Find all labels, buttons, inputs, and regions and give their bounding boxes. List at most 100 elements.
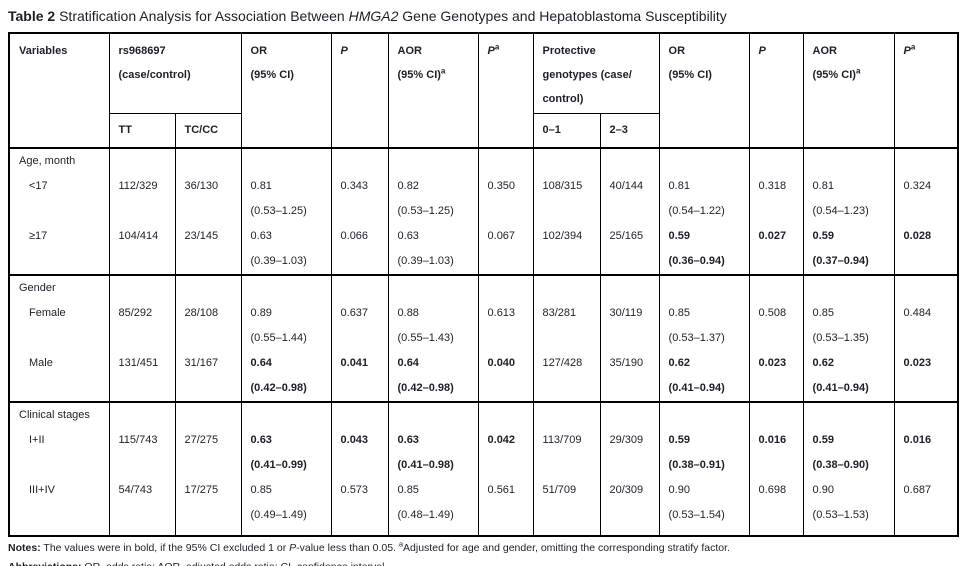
value-line: 0.64	[250, 357, 272, 369]
value-cell: 0.324	[893, 174, 959, 224]
value-line: (0.55–1.44)	[250, 332, 307, 344]
value-cell: 31/167	[174, 351, 242, 402]
notes-text-3: Adjusted for age and gender, omitting th…	[403, 542, 730, 554]
value-line: (0.55–1.43)	[397, 332, 454, 344]
value-line: 0.62	[812, 357, 834, 369]
value-line: 0.016	[758, 434, 787, 446]
value-line: 108/315	[542, 180, 583, 192]
empty-cell	[599, 275, 660, 301]
notes-superscript-a: a	[398, 539, 404, 549]
value-cell: 0.90 (0.53–1.53)	[802, 478, 895, 536]
table-title: Table 2 Stratification Analysis for Asso…	[8, 6, 957, 26]
value-line: 0.637	[340, 307, 369, 319]
p-label: P	[340, 45, 348, 57]
value-line: 0.64	[397, 357, 419, 369]
empty-cell	[658, 148, 750, 174]
empty-cell	[802, 148, 895, 174]
value-line: 0.59	[668, 434, 690, 446]
value-line: (0.41–0.94)	[668, 382, 725, 394]
empty-cell	[599, 148, 660, 174]
abbreviations-text: OR, odds ratio; AOR, adjusted odds ratio…	[82, 561, 387, 566]
notes-p-italic: P	[289, 542, 297, 554]
value-line: 0.023	[758, 357, 787, 369]
empty-cell	[802, 275, 895, 301]
value-cell: 0.343	[330, 174, 389, 224]
aor-ci-label: (95% CI)a	[398, 63, 475, 87]
value-line: 28/108	[184, 307, 219, 319]
table-row: III+IV 54/743 17/275 0.85 (0.49–1.49) 0.573 0.…	[8, 478, 959, 536]
header-row-1: Variables rs968697 (case/control) OR (95…	[8, 33, 959, 149]
value-cell: 51/709	[532, 478, 601, 536]
value-line: 30/119	[609, 307, 643, 319]
col-header-variables: Variables	[8, 33, 109, 149]
value-cell: 0.90 (0.53–1.54)	[658, 478, 750, 536]
protective-line1: Protective	[542, 45, 596, 57]
value-line: 23/145	[184, 230, 219, 242]
value-cell: 0.85 (0.53–1.35)	[802, 301, 895, 351]
col-header-pa-1: Pa	[477, 33, 534, 149]
value-line: 0.63	[250, 434, 272, 446]
aor-label: AOR	[812, 45, 837, 57]
value-cell: 0.88 (0.55–1.43)	[387, 301, 479, 351]
col-header-pa-2: Pa	[893, 33, 959, 149]
value-line: (0.48–1.49)	[397, 509, 454, 521]
value-line: 0.067	[487, 230, 516, 242]
value-line: (0.38–0.91)	[668, 459, 725, 471]
value-line: 131/451	[118, 357, 159, 369]
table-title-text-end: Gene Genotypes and Hepatoblastoma Suscep…	[398, 8, 727, 24]
value-line: 115/743	[118, 434, 158, 446]
value-line: 0.484	[903, 307, 932, 319]
notes-text-1: The values were in bold, if the 95% CI e…	[40, 542, 290, 554]
notes-text-2: -value less than 0.05.	[296, 542, 399, 554]
table-group: Gender Female 85/292 28/108 0.89 (0.55–1.44) 0…	[8, 275, 959, 402]
value-line: 40/144	[609, 180, 644, 192]
value-line: (0.37–0.94)	[812, 255, 869, 267]
value-cell: 0.041	[330, 351, 389, 402]
empty-cell	[240, 275, 332, 301]
group-label: Gender	[8, 275, 109, 301]
value-line: 54/743	[118, 484, 153, 496]
empty-cell	[174, 275, 242, 301]
value-line: 0.343	[340, 180, 369, 192]
value-cell: 0.82 (0.53–1.25)	[387, 174, 479, 224]
value-cell: 54/743	[108, 478, 175, 536]
value-cell: 0.016	[748, 428, 804, 478]
empty-cell	[240, 402, 332, 428]
value-cell: 40/144	[599, 174, 660, 224]
value-cell: 0.85 (0.48–1.49)	[387, 478, 479, 536]
value-cell: 0.63 (0.41–0.98)	[387, 428, 479, 478]
value-cell: 0.042	[477, 428, 534, 478]
value-cell: 0.63 (0.39–1.03)	[387, 224, 479, 275]
value-cell: 0.81 (0.54–1.22)	[658, 174, 750, 224]
col-header-or-2: OR (95% CI)	[658, 33, 750, 149]
col-header-0-1: 0–1	[532, 113, 601, 149]
superscript-a: a	[494, 42, 500, 52]
group-label-row: Age, month	[8, 148, 959, 174]
table-row: Female 85/292 28/108 0.89 (0.55–1.44) 0.637 0.…	[8, 301, 959, 351]
empty-cell	[893, 402, 959, 428]
empty-cell	[748, 148, 804, 174]
value-cell: 0.508	[748, 301, 804, 351]
empty-cell	[330, 402, 389, 428]
group-label: Clinical stages	[8, 402, 109, 428]
value-line: 0.85	[397, 484, 419, 496]
value-line: (0.54–1.22)	[668, 205, 725, 217]
aor-ci-text: (95% CI)	[812, 69, 856, 81]
empty-cell	[599, 402, 660, 428]
value-cell: 20/309	[599, 478, 660, 536]
abbreviations-label: Abbreviations:	[8, 561, 82, 566]
value-line: 0.042	[487, 434, 516, 446]
abbreviations: Abbreviations: OR, odds ratio; AOR, adju…	[8, 560, 957, 566]
value-line: (0.53–1.54)	[668, 509, 725, 521]
value-line: 0.59	[812, 434, 834, 446]
empty-cell	[658, 402, 750, 428]
empty-cell	[174, 148, 242, 174]
value-cell: 0.027	[748, 224, 804, 275]
value-line: 51/709	[542, 484, 577, 496]
value-line: 0.043	[340, 434, 369, 446]
empty-cell	[330, 275, 389, 301]
value-cell: 0.59 (0.38–0.91)	[658, 428, 750, 478]
value-cell: 115/743	[108, 428, 175, 478]
value-line: 0.613	[487, 307, 516, 319]
value-line: 0.63	[397, 230, 419, 242]
